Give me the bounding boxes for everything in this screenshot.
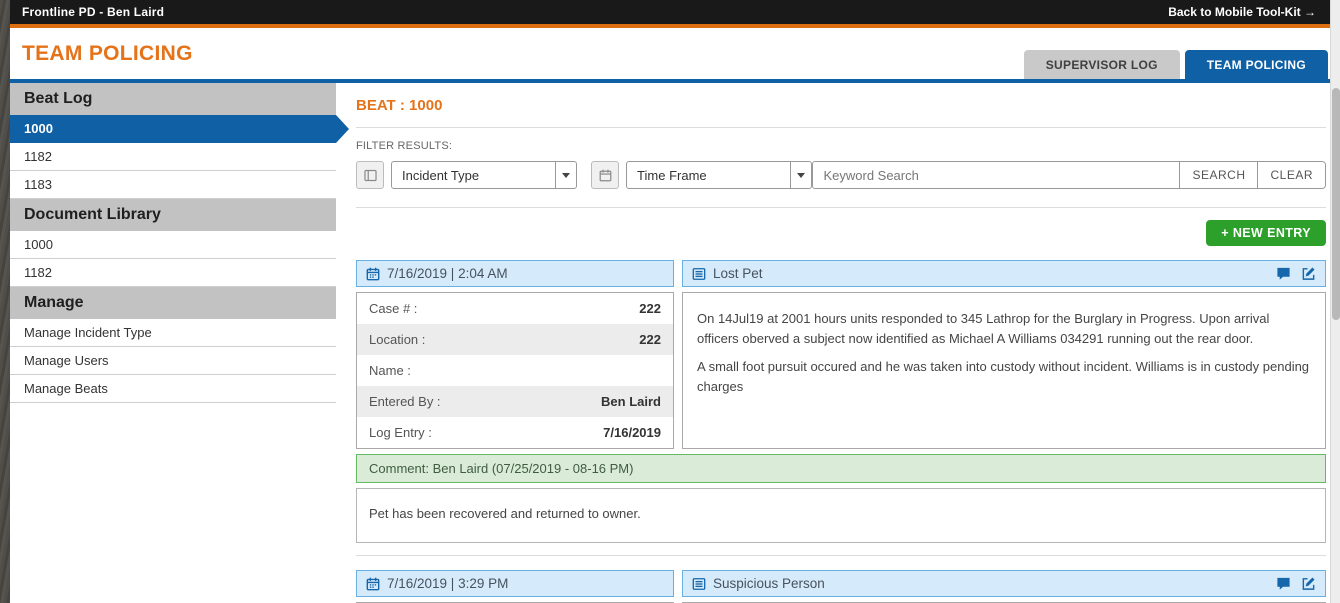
entry-incident-type: Suspicious Person [713,576,825,591]
detail-value: 222 [639,332,661,347]
chevron-down-icon [790,162,811,188]
tab-team-policing[interactable]: TEAM POLICING [1184,50,1328,79]
table-row: Case # : 222 [357,293,673,324]
incident-type-addon [356,161,384,189]
detail-value: 7/16/2019 [603,425,661,440]
clear-button[interactable]: CLEAR [1257,162,1325,188]
tab-supervisor-log[interactable]: SUPERVISOR LOG [1023,50,1180,79]
entry-datetime: 7/16/2019 | 2:04 AM [387,266,508,281]
list-icon [692,267,706,281]
edit-icon[interactable] [1301,576,1316,591]
table-row: Log Entry : 7/16/2019 [357,417,673,448]
back-to-toolkit-link[interactable]: Back to Mobile Tool-Kit → [1168,5,1316,19]
incident-type-select[interactable]: Incident Type [391,161,578,189]
filter-row: Incident Type Time Frame SEARCH [356,161,1326,189]
list-alt-icon [363,169,377,181]
masthead: TEAM POLICING SUPERVISOR LOG TEAM POLICI… [10,28,1330,79]
sidebar-item-beat-1000[interactable]: 1000 [10,115,349,143]
sidebar-item-manage-beats[interactable]: Manage Beats [10,375,336,403]
time-frame-select[interactable]: Time Frame [626,161,813,189]
search-clear-group: SEARCH CLEAR [1179,161,1326,189]
detail-label: Entered By : [369,394,441,409]
entry-1-type-header: Lost Pet [682,260,1326,287]
divider [356,207,1326,208]
selected-arrow [336,115,349,143]
comment-body: Pet has been recovered and returned to o… [356,488,1326,543]
time-frame-addon [591,161,620,189]
detail-label: Name : [369,363,411,378]
entry-1-body: Case # : 222 Location : 222 Name : Enter… [356,292,1326,449]
comment-header: Comment: Ben Laird (07/25/2019 - 08-16 P… [356,454,1326,483]
top-bar: Frontline PD - Ben Laird Back to Mobile … [10,0,1330,28]
sidebar-item-manage-incident-type[interactable]: Manage Incident Type [10,319,336,347]
entry-datetime: 7/16/2019 | 3:29 PM [387,576,509,591]
app-window: Frontline PD - Ben Laird Back to Mobile … [10,0,1330,603]
time-frame-select-value: Time Frame [637,167,707,183]
entry-details-table: Case # : 222 Location : 222 Name : Enter… [356,292,674,449]
sidebar-item-doc-1182[interactable]: 1182 [10,259,336,287]
divider [356,555,1326,556]
beat-title: BEAT : 1000 [356,97,443,114]
entry-1-datetime-header: 7/16/2019 | 2:04 AM [356,260,674,287]
calendar-icon [366,577,380,591]
narrative-paragraph: On 14Jul19 at 2001 hours units responded… [697,311,1270,347]
sidebar-item-beat-1182[interactable]: 1182 [10,143,336,171]
calendar-icon [366,267,380,281]
table-row: Entered By : Ben Laird [357,386,673,417]
table-row: Location : 222 [357,324,673,355]
sidebar-item-label: 1000 [24,121,53,136]
tab-bar: SUPERVISOR LOG TEAM POLICING [1023,50,1328,79]
sidebar: Beat Log 1000 1182 1183 Document Library… [10,83,349,603]
sidebar-item-beat-1183[interactable]: 1183 [10,171,336,199]
blue-rule [10,79,1330,83]
keyword-search-input[interactable] [812,161,1181,189]
chevron-down-icon [555,162,576,188]
entry-2-datetime-header: 7/16/2019 | 3:29 PM [356,570,674,597]
entry-2-type-header: Suspicious Person [682,570,1326,597]
detail-label: Log Entry : [369,425,432,440]
keyword-search-group: SEARCH CLEAR [812,161,1326,189]
filter-results-label: FILTER RESULTS: [356,140,453,152]
main-panel: BEAT : 1000 FILTER RESULTS: Incident Typ… [336,83,1330,603]
detail-value: Ben Laird [601,394,661,409]
sidebar-section-document-library: Document Library [10,199,336,231]
entry-1-headers: 7/16/2019 | 2:04 AM Lost Pet [356,260,1326,287]
divider [356,127,1326,128]
sidebar-item-doc-1000[interactable]: 1000 [10,231,336,259]
list-icon [692,577,706,591]
new-entry-button[interactable]: + NEW ENTRY [1206,220,1326,246]
sidebar-section-beat-log: Beat Log [10,83,336,115]
entry-incident-type: Lost Pet [713,266,763,281]
comment-icon[interactable] [1276,576,1291,591]
table-row: Name : [357,355,673,386]
app-brand: Frontline PD - Ben Laird [22,5,165,19]
narrative-paragraph: A small foot pursuit occured and he was … [697,359,1310,395]
scrollbar-thumb[interactable] [1332,88,1340,320]
calendar-icon [599,169,611,181]
detail-value: 222 [639,301,661,316]
comment-icon[interactable] [1276,266,1291,281]
scrollbar [1330,0,1340,603]
entry-narrative-panel: On 14Jul19 at 2001 hours units responded… [682,292,1326,449]
page-title: TEAM POLICING [22,42,193,65]
sidebar-item-manage-users[interactable]: Manage Users [10,347,336,375]
incident-type-select-value: Incident Type [402,167,480,183]
search-button[interactable]: SEARCH [1180,162,1258,188]
edit-icon[interactable] [1301,266,1316,281]
sidebar-section-manage: Manage [10,287,336,319]
detail-label: Location : [369,332,426,347]
entry-2-headers: 7/16/2019 | 3:29 PM Suspicious Person [356,570,1326,597]
detail-label: Case # : [369,301,418,316]
